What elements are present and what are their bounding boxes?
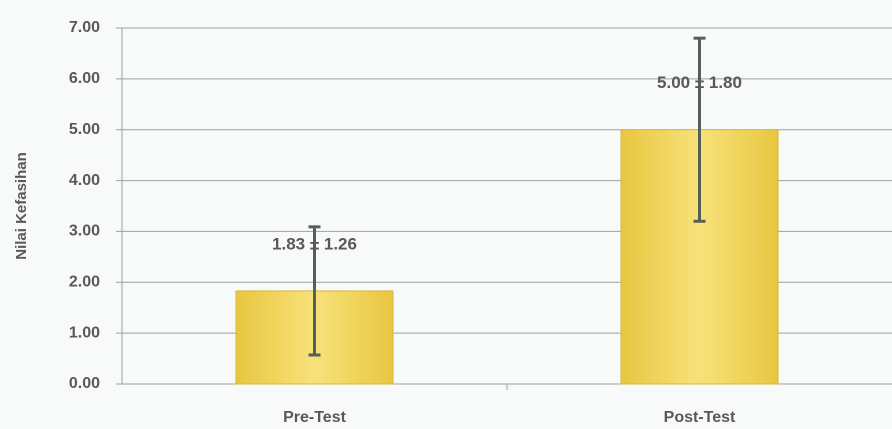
data-label: 1.83 ± 1.26 bbox=[272, 234, 357, 253]
x-tick-label: Pre-Test bbox=[283, 409, 347, 426]
y-tick-label: 4.00 bbox=[69, 172, 100, 189]
y-tick-label: 1.00 bbox=[69, 324, 100, 341]
y-tick-label: 7.00 bbox=[69, 19, 100, 36]
data-label: 5.00 ± 1.80 bbox=[657, 73, 742, 92]
y-tick-label: 2.00 bbox=[69, 274, 100, 291]
y-tick-label: 6.00 bbox=[69, 70, 100, 87]
y-tick-label: 0.00 bbox=[69, 375, 100, 392]
x-tick-label: Post-Test bbox=[664, 409, 736, 426]
y-axis-title: Nilai Kefasihan bbox=[13, 152, 30, 260]
y-tick-label: 3.00 bbox=[69, 223, 100, 240]
y-tick-label: 5.00 bbox=[69, 121, 100, 138]
